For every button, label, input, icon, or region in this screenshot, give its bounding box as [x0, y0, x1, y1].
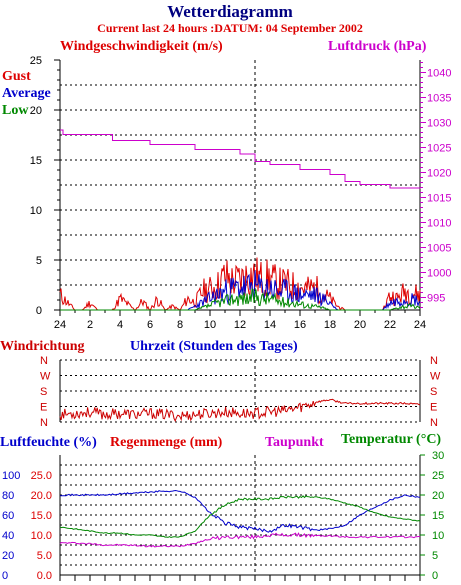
pressure-tick-label: 1000	[427, 268, 451, 280]
time-tick-label: 6	[147, 319, 153, 331]
direction-tick-label-right: N	[430, 355, 438, 367]
dewpoint-series	[59, 532, 420, 548]
pressure-series	[60, 129, 421, 189]
temperature-tick-label: 0	[432, 570, 438, 582]
rain-tick-label: 15.0	[31, 510, 52, 522]
humidity-tick-label: 40	[2, 530, 14, 542]
legend-average: Average	[2, 86, 51, 101]
pressure-tick-label: 1010	[427, 218, 451, 230]
pressure-tick-label: 1030	[427, 118, 451, 130]
pressure-axis-label: Luftdruck (hPa)	[328, 39, 427, 54]
rain-tick-label: 0.0	[37, 570, 52, 582]
time-tick-label: 22	[384, 319, 396, 331]
direction-tick-label-right: W	[430, 371, 441, 383]
time-tick-label: 14	[264, 319, 276, 331]
direction-tick-label-left: E	[40, 402, 47, 414]
time-tick-label: 8	[177, 319, 183, 331]
temperature-series	[59, 495, 421, 539]
plot-area: 0510152025995100010051010101510201025103…	[2, 55, 451, 582]
temperature-tick-label: 5	[432, 550, 438, 562]
direction-tick-label-left: W	[40, 371, 51, 383]
time-tick-label: 2	[87, 319, 93, 331]
time-tick-label: 4	[117, 319, 123, 331]
temperature-tick-label: 10	[432, 530, 444, 542]
pressure-tick-label: 1035	[427, 93, 451, 105]
time-tick-label: 24	[414, 319, 426, 331]
pressure-tick-label: 995	[427, 293, 445, 305]
pressure-tick-label: 1015	[427, 193, 451, 205]
direction-label: Windrichtung	[0, 339, 85, 354]
temperature-tick-label: 30	[432, 450, 444, 462]
humidity-tick-label: 0	[2, 570, 8, 582]
wind-tick-label: 5	[36, 255, 42, 267]
direction-tick-label-right: S	[430, 386, 437, 398]
legend-gust: Gust	[2, 69, 31, 84]
rain-tick-label: 25.0	[31, 470, 52, 482]
rain-tick-label: 10.0	[31, 530, 52, 542]
pressure-tick-label: 1040	[427, 68, 451, 80]
time-tick-label: 24	[54, 319, 66, 331]
time-tick-label: 20	[354, 319, 366, 331]
temperature-tick-label: 25	[432, 470, 444, 482]
time-tick-label: 18	[324, 319, 336, 331]
chart-title: Wetterdiagramm	[167, 2, 293, 21]
wind-axis-label: Windgeschwindigkeit (m/s)	[60, 39, 223, 54]
wind-tick-label: 10	[30, 205, 42, 217]
legend-dewpoint: Taupunkt	[265, 435, 324, 450]
wind-tick-label: 25	[30, 55, 42, 67]
temperature-tick-label: 20	[432, 490, 444, 502]
time-tick-label: 12	[234, 319, 246, 331]
time-tick-label: 10	[204, 319, 216, 331]
pressure-tick-label: 1005	[427, 243, 451, 255]
direction-tick-label-right: E	[430, 402, 437, 414]
direction-tick-label-left: S	[40, 386, 47, 398]
wind-tick-label: 0	[36, 305, 42, 317]
legend-temperature: Temperatur (°C)	[341, 432, 441, 447]
wind-tick-label: 20	[30, 105, 42, 117]
wind-tick-label: 15	[30, 155, 42, 167]
gust-series	[59, 257, 421, 311]
time-tick-label: 16	[294, 319, 306, 331]
time-axis-label: Uhrzeit (Stunden des Tages)	[130, 339, 298, 354]
rain-tick-label: 20.0	[31, 490, 52, 502]
direction-tick-label-left: N	[40, 355, 48, 367]
humidity-tick-label: 100	[2, 470, 20, 482]
legend-low: Low	[2, 103, 29, 118]
rain-tick-label: 5.0	[37, 550, 52, 562]
direction-tick-label-right: N	[430, 417, 438, 429]
temperature-tick-label: 15	[432, 510, 444, 522]
pressure-tick-label: 1020	[427, 168, 451, 180]
humidity-tick-label: 60	[2, 510, 14, 522]
low-series	[60, 288, 421, 311]
humidity-axis-label: Luftfeuchte (%)	[0, 435, 97, 450]
humidity-tick-label: 80	[2, 490, 14, 502]
direction-series	[59, 398, 421, 423]
pressure-tick-label: 1025	[427, 143, 451, 155]
humidity-series	[60, 489, 421, 533]
humidity-tick-label: 20	[2, 550, 14, 562]
direction-tick-label-left: N	[40, 417, 48, 429]
rain-axis-label: Regenmenge (mm)	[110, 435, 223, 450]
chart-subtitle: Current last 24 hours :DATUM: 04 Septemb…	[97, 21, 363, 35]
